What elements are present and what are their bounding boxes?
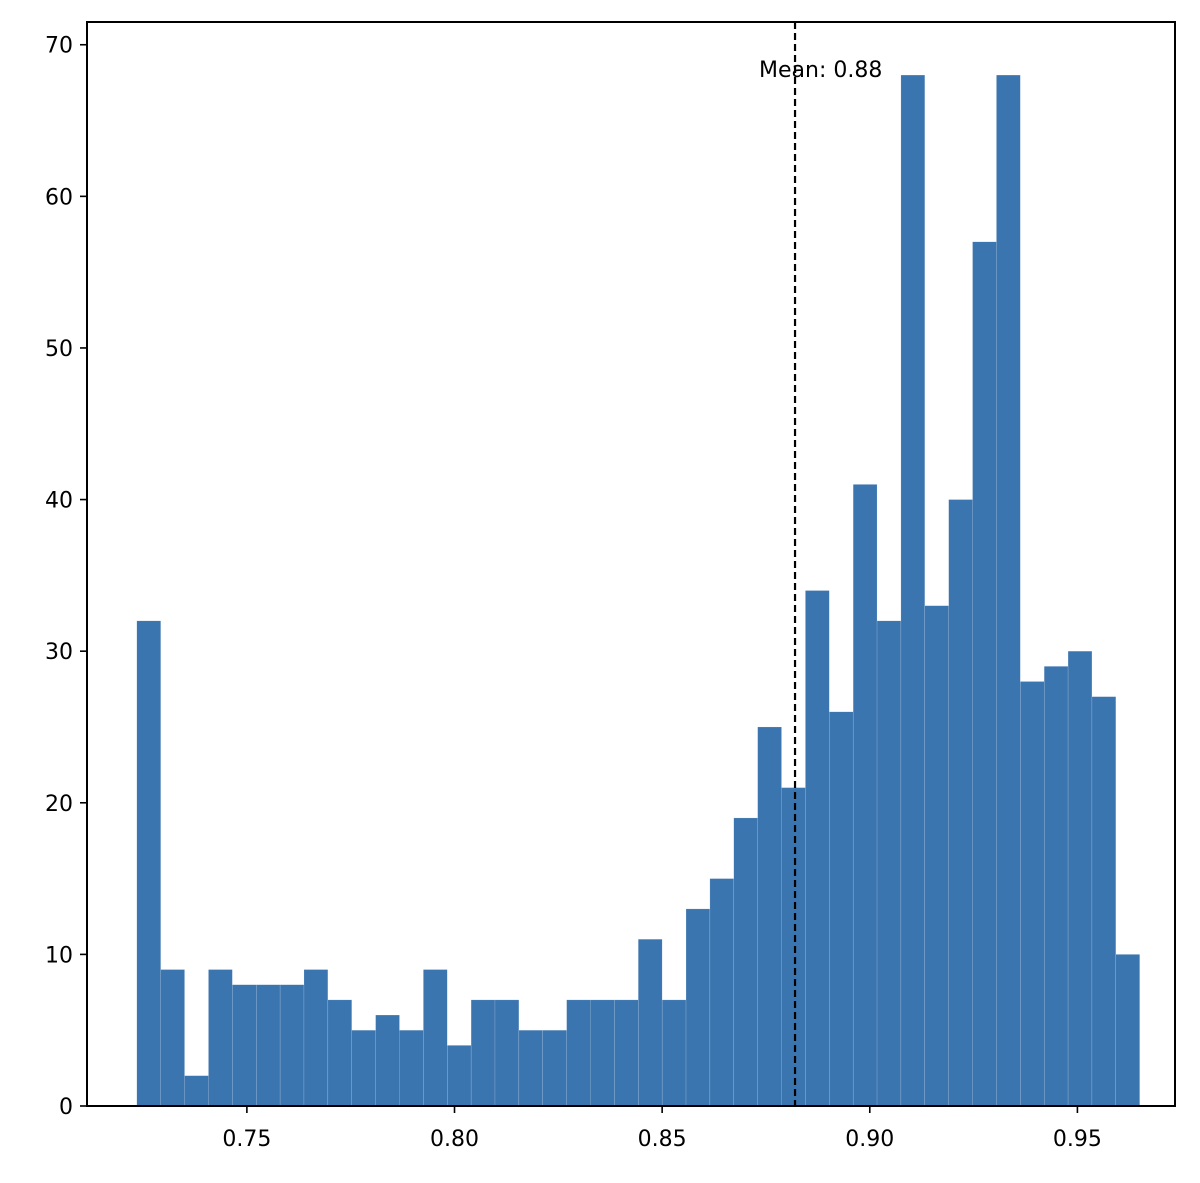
histogram-bar [542, 1029, 567, 1107]
histogram-bar [1067, 650, 1093, 1107]
histogram-bar [996, 74, 1021, 1107]
x-tick-label: 0.95 [1053, 1127, 1102, 1152]
histogram-bar [327, 999, 352, 1107]
histogram-bar [136, 620, 161, 1107]
histogram-bar [948, 499, 973, 1107]
histogram-bar [1115, 954, 1140, 1107]
histogram-bar [518, 1029, 543, 1107]
histogram-bar [160, 969, 185, 1107]
histogram-bar [972, 241, 997, 1107]
histogram-bar [375, 1014, 400, 1107]
histogram-bar [470, 999, 496, 1107]
histogram-bar [805, 590, 830, 1107]
mean-indicator: Mean: 0.88 [759, 22, 882, 1106]
histogram-bar [303, 969, 329, 1107]
y-tick-label: 0 [59, 1095, 73, 1120]
x-tick-label: 0.80 [430, 1127, 479, 1152]
x-axis: 0.75 0.80 0.85 0.90 0.95 [222, 1106, 1102, 1152]
histogram-bar [494, 999, 520, 1107]
histogram-bar [733, 817, 758, 1107]
histogram-bar [399, 1029, 424, 1107]
histogram-bar [1043, 666, 1069, 1107]
histogram-bar [829, 711, 854, 1107]
histogram-bar [447, 1045, 472, 1107]
y-tick-label: 60 [45, 185, 73, 210]
histogram-bar [614, 999, 639, 1107]
histogram-bar [1091, 696, 1117, 1107]
y-tick-label: 30 [45, 640, 73, 665]
plot-frame [86, 21, 1176, 1107]
histogram-bar [184, 1075, 209, 1107]
histogram-bar [566, 999, 591, 1107]
histogram-bar [876, 620, 902, 1107]
histogram-bar [709, 878, 734, 1107]
histogram-bar [638, 939, 663, 1107]
histogram-bar [924, 605, 949, 1107]
histogram-bars [136, 74, 1140, 1107]
y-tick-label: 70 [45, 34, 73, 59]
histogram-bar [256, 984, 281, 1107]
y-tick-label: 10 [45, 943, 73, 968]
mean-label: Mean: 0.88 [759, 58, 882, 83]
x-tick-label: 0.90 [845, 1127, 894, 1152]
y-tick-label: 40 [45, 489, 73, 514]
histogram-bar [757, 726, 782, 1107]
y-tick-label: 50 [45, 337, 73, 362]
histogram-bar [590, 999, 615, 1107]
histogram-bar [423, 969, 448, 1107]
y-tick-label: 20 [45, 792, 73, 817]
histogram-bar [685, 908, 711, 1107]
histogram-bar [1020, 681, 1045, 1107]
histogram-bar [351, 1029, 376, 1107]
histogram-bar [279, 984, 305, 1107]
histogram-bar [661, 999, 687, 1107]
x-tick-label: 0.85 [638, 1127, 687, 1152]
histogram-bar [781, 787, 806, 1107]
x-tick-label: 0.75 [222, 1127, 271, 1152]
histogram-bar [232, 984, 257, 1107]
histogram-bar [900, 74, 926, 1107]
y-axis: 0 10 20 30 40 50 60 70 [45, 34, 87, 1120]
histogram-bar [852, 484, 878, 1107]
histogram-bar [208, 969, 233, 1107]
